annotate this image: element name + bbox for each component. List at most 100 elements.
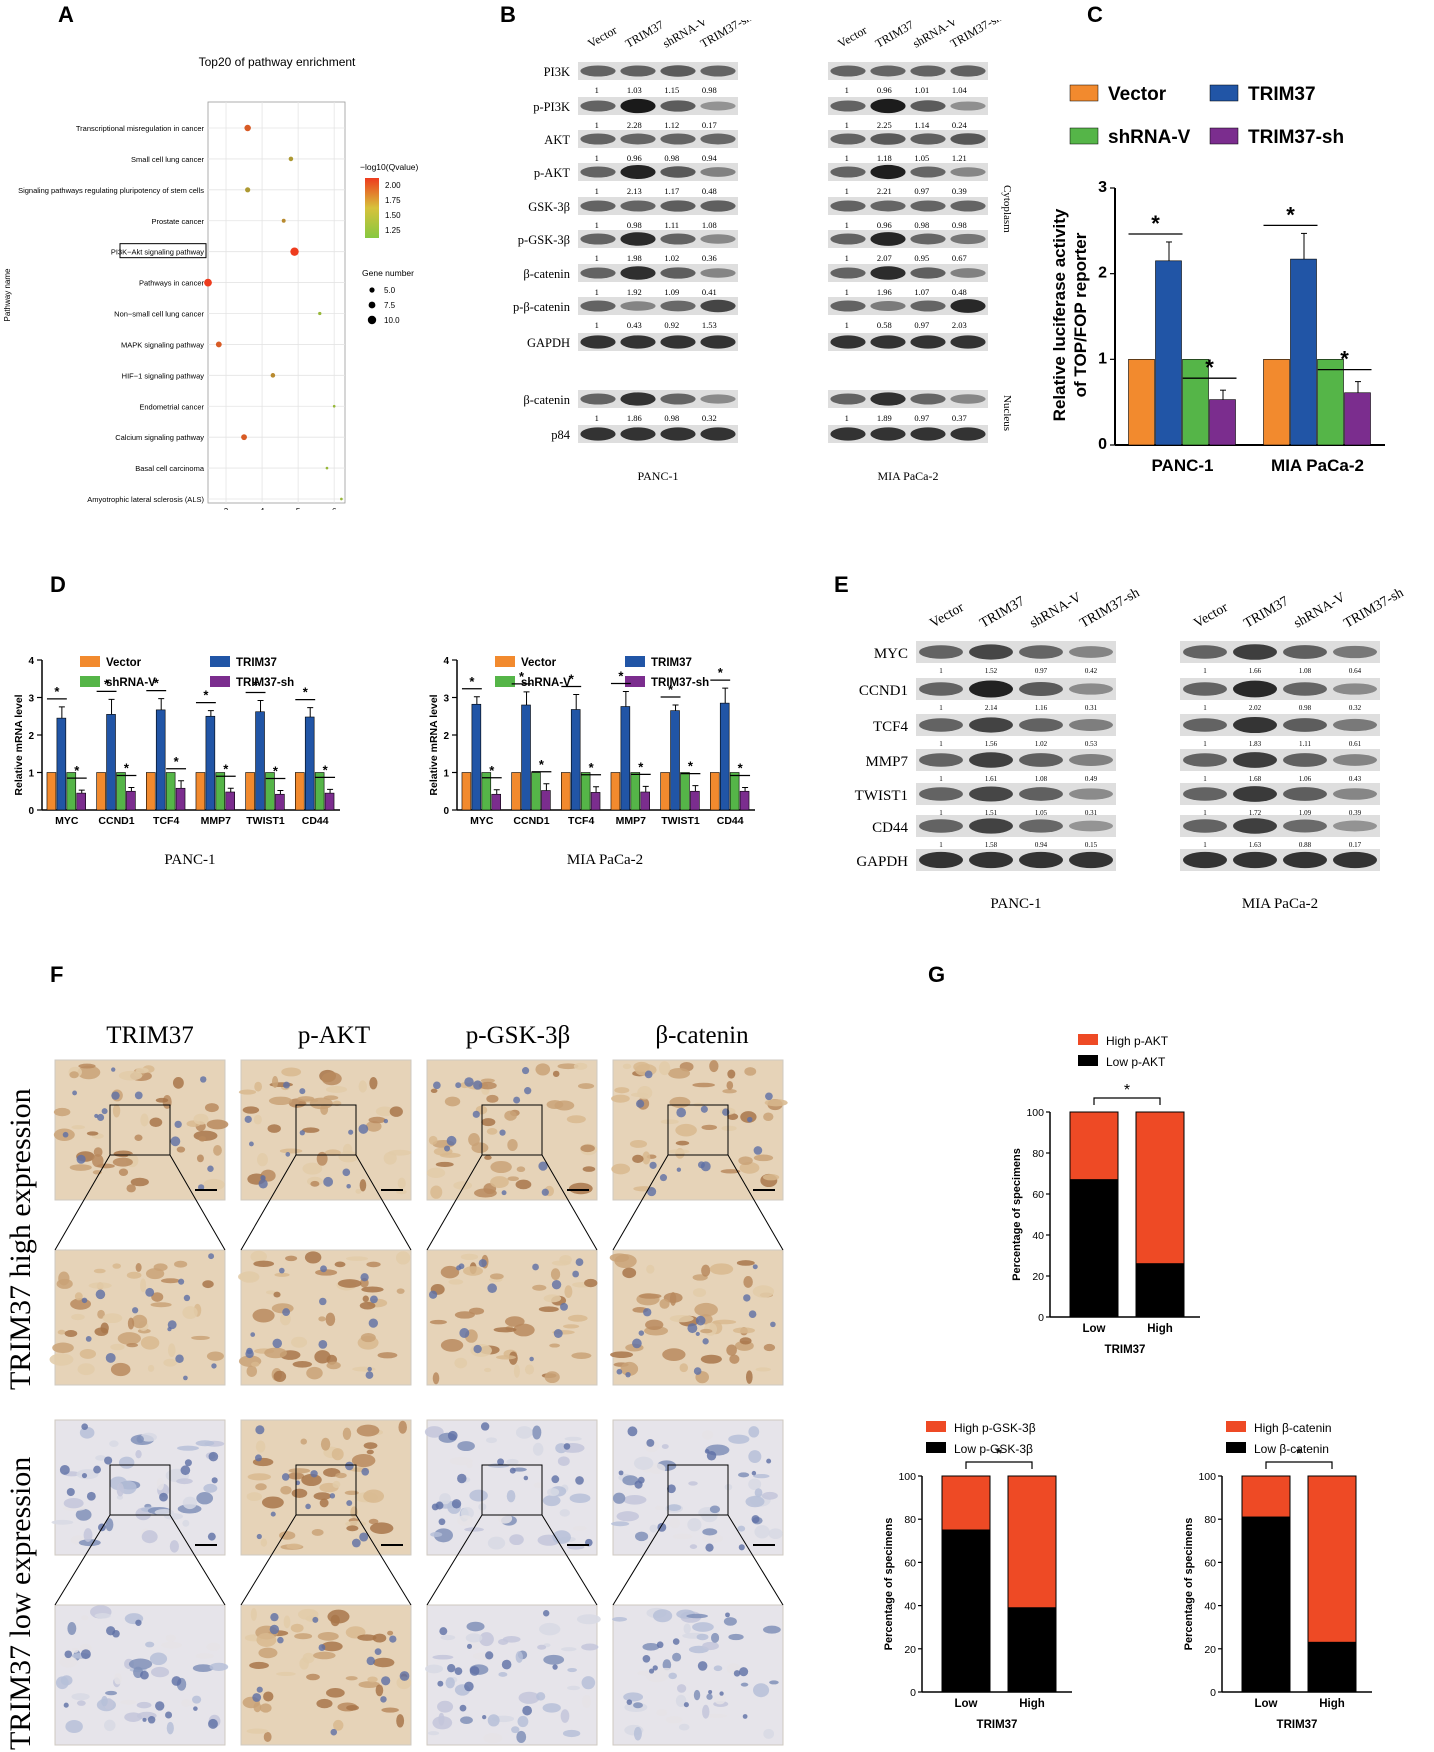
ihc-cell bbox=[140, 1432, 157, 1442]
ihc-cell bbox=[563, 1324, 580, 1329]
ihc-cell bbox=[490, 1176, 509, 1189]
ihc-cell bbox=[559, 1254, 572, 1265]
blot-band bbox=[1019, 645, 1063, 659]
ihc-nucleus bbox=[299, 1130, 305, 1136]
ihc-cell bbox=[166, 1721, 174, 1735]
blot-band bbox=[919, 753, 963, 767]
ihc-cell bbox=[506, 1490, 516, 1503]
ihc-cell bbox=[457, 1515, 473, 1527]
ihc-nucleus bbox=[542, 1610, 550, 1617]
ihc-nucleus bbox=[522, 1067, 530, 1075]
y-tick-label: 60 bbox=[1204, 1557, 1216, 1569]
ihc-cell bbox=[769, 1680, 779, 1685]
protein-label: MMP7 bbox=[865, 754, 908, 770]
ihc-cell bbox=[247, 1473, 272, 1481]
ihc-nucleus bbox=[380, 1696, 387, 1703]
ihc-nucleus bbox=[269, 1624, 280, 1635]
ihc-cell bbox=[543, 1294, 562, 1303]
blot-row-5 bbox=[916, 815, 1116, 837]
category-label: MIA PaCa-2 bbox=[1271, 456, 1364, 475]
blot-row-2 bbox=[916, 714, 1116, 736]
enrichment-point bbox=[204, 278, 212, 287]
ihc-cell bbox=[543, 1654, 565, 1665]
ihc-nucleus bbox=[281, 1473, 290, 1481]
enrichment-point bbox=[241, 434, 247, 441]
ihc-cell bbox=[263, 1691, 274, 1702]
blot-row-8 bbox=[578, 333, 738, 351]
zoom-line bbox=[426, 1154, 483, 1251]
ihc-cell bbox=[256, 1633, 277, 1647]
blot-band bbox=[950, 233, 986, 245]
ihc-cell bbox=[383, 1151, 397, 1165]
ihc-cell bbox=[738, 1156, 753, 1165]
blot-band bbox=[870, 133, 906, 145]
ihc-cell bbox=[633, 1726, 642, 1741]
bar-low bbox=[1307, 1641, 1357, 1693]
ihc-cell bbox=[549, 1343, 561, 1348]
ihc-nucleus bbox=[348, 1129, 354, 1135]
ihc-cell bbox=[76, 1469, 99, 1480]
blot-band bbox=[660, 166, 696, 178]
condition-label: TRIM37 bbox=[1242, 594, 1292, 631]
bar bbox=[511, 772, 521, 811]
ihc-cell bbox=[623, 1495, 647, 1505]
ihc-nucleus bbox=[207, 1532, 216, 1541]
quant-value: 1.01 bbox=[914, 85, 929, 95]
ihc-cell bbox=[652, 1609, 673, 1623]
ihc-cell bbox=[120, 1699, 137, 1705]
legend-label: TRIM37 bbox=[236, 657, 277, 669]
ihc-cell bbox=[495, 1355, 516, 1360]
ihc-nucleus bbox=[367, 1366, 372, 1372]
blot-band bbox=[1183, 682, 1227, 696]
ihc-nucleus bbox=[446, 1135, 457, 1146]
ihc-cell bbox=[478, 1081, 497, 1090]
quant-value: 1.53 bbox=[702, 320, 717, 330]
ihc-high-mag-image bbox=[612, 1604, 784, 1746]
ihc-cell bbox=[321, 1072, 342, 1086]
significance-star: * bbox=[124, 761, 130, 776]
blot-band bbox=[660, 233, 696, 245]
quant-value: 1 bbox=[1203, 841, 1207, 849]
y-tick-label: 4 bbox=[28, 656, 34, 667]
ihc-cell bbox=[135, 1263, 142, 1272]
ihc-cell bbox=[365, 1120, 382, 1132]
mrna-chart-miapaca2: Vector TRIM37 shRNA-V TRIM37-sh 0 1 2 3 4 * * MYC * *… bbox=[428, 656, 755, 868]
ihc-cell bbox=[727, 1069, 736, 1079]
ihc-nucleus bbox=[358, 1124, 369, 1134]
blot-band bbox=[1019, 681, 1063, 697]
fraction-label-cytoplasm: Cytoplasm bbox=[1001, 185, 1013, 233]
bar bbox=[255, 711, 265, 811]
ihc-cell bbox=[51, 1519, 74, 1525]
bar bbox=[491, 793, 502, 811]
ihc-cell bbox=[196, 1154, 204, 1163]
blot-strip bbox=[828, 230, 988, 248]
ihc-nucleus bbox=[648, 1668, 655, 1674]
bar bbox=[561, 772, 571, 811]
ihc-cell bbox=[693, 1689, 701, 1701]
ihc-nucleus bbox=[560, 1302, 568, 1311]
blot-strip bbox=[578, 264, 738, 282]
blot-band bbox=[830, 300, 866, 312]
ihc-cell bbox=[660, 1119, 679, 1125]
quant-value: 1 bbox=[845, 153, 849, 163]
ihc-cell bbox=[290, 1623, 304, 1633]
fraction-label-nucleus: Nucleus bbox=[1001, 395, 1013, 431]
legend-swatch bbox=[80, 656, 100, 667]
quant-value: 1.52 bbox=[985, 667, 998, 675]
ihc-nucleus bbox=[766, 1458, 772, 1464]
quant-value: 1.63 bbox=[1249, 841, 1262, 849]
ihc-nucleus bbox=[487, 1283, 497, 1294]
blot-row-5 bbox=[828, 230, 988, 248]
enrichment-point bbox=[325, 466, 329, 470]
ihc-nucleus bbox=[175, 1354, 184, 1363]
ihc-nucleus bbox=[329, 1493, 336, 1499]
ihc-cell bbox=[151, 1292, 164, 1302]
ihc-nucleus bbox=[282, 1308, 291, 1317]
zoom-box bbox=[109, 1104, 171, 1156]
quant-value: 2.25 bbox=[877, 120, 892, 130]
ihc-nucleus bbox=[359, 1532, 369, 1542]
bar bbox=[541, 790, 551, 811]
ihc-nucleus bbox=[63, 1702, 69, 1708]
ihc-nucleus bbox=[270, 1511, 276, 1517]
ihc-cell bbox=[140, 1278, 147, 1293]
